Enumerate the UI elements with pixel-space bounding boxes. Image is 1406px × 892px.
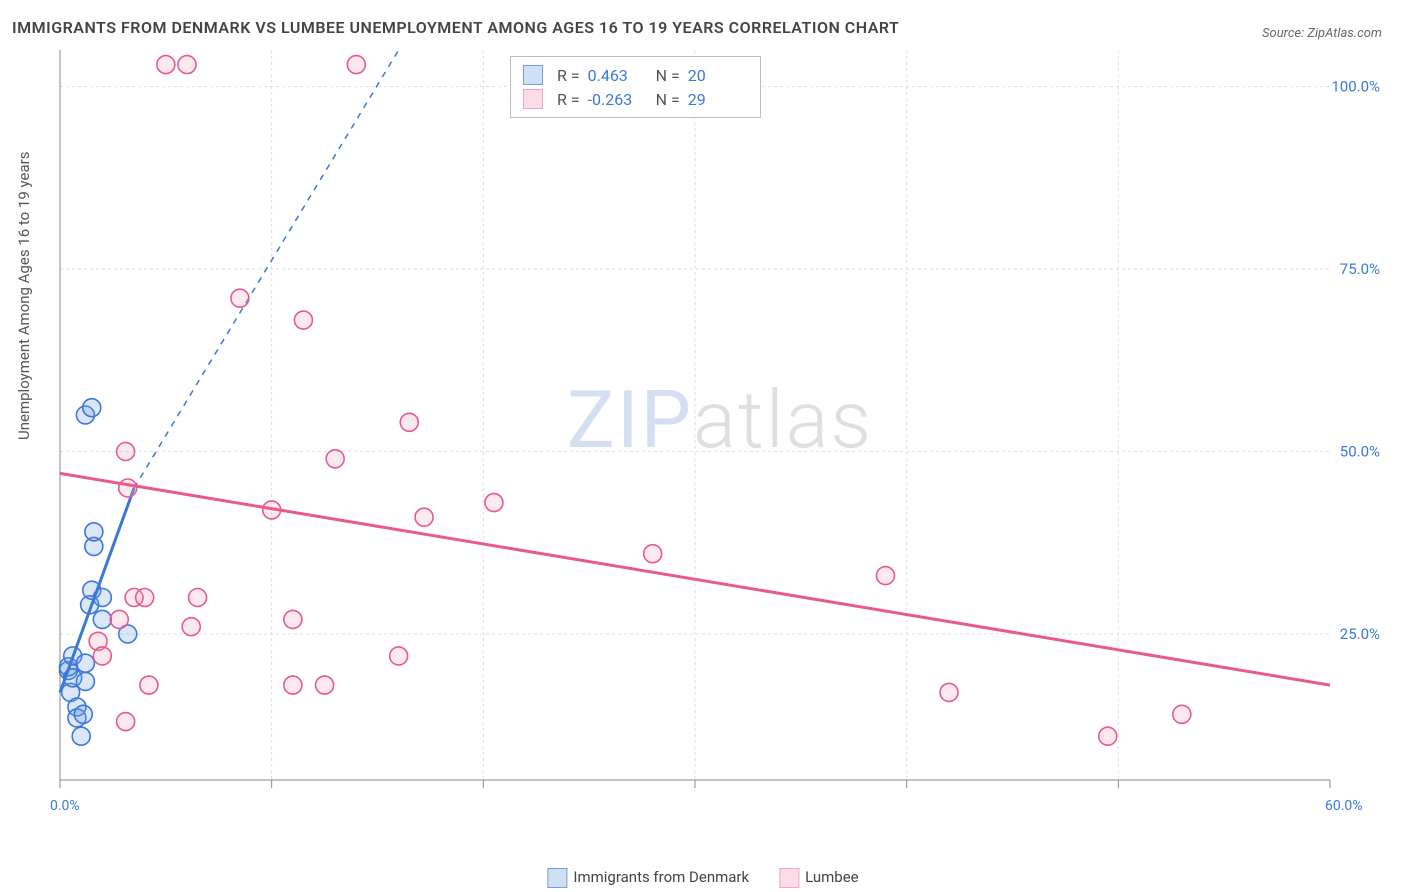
series-legend-item: Immigrants from Denmark — [547, 868, 749, 888]
correlation-legend: R = 0.463 N = 20 R = -0.263 N = 29 — [510, 56, 761, 118]
r-value: -0.263 — [588, 90, 648, 109]
series-legend-item: Lumbee — [779, 868, 859, 888]
x-axis-min-label: 0.0% — [50, 798, 80, 814]
svg-text:75.0%: 75.0% — [1340, 260, 1380, 278]
correlation-legend-row: R = -0.263 N = 29 — [523, 87, 748, 111]
legend-swatch — [523, 65, 543, 85]
correlation-legend-row: R = 0.463 N = 20 — [523, 63, 748, 87]
r-value: 0.463 — [588, 66, 648, 85]
svg-text:25.0%: 25.0% — [1340, 625, 1380, 643]
svg-text:50.0%: 50.0% — [1340, 443, 1380, 461]
chart-source: Source: ZipAtlas.com — [1262, 26, 1382, 41]
svg-text:100.0%: 100.0% — [1331, 78, 1380, 96]
chart-plot-area: 25.0%50.0%75.0%100.0% ZIPatlas R =0.463N… — [50, 50, 1390, 820]
legend-swatch — [523, 89, 543, 109]
series-legend-label: Immigrants from Denmark — [573, 868, 749, 886]
series-legend-label: Lumbee — [805, 868, 859, 886]
r-label: R = — [557, 90, 580, 109]
chart-svg: 25.0% 50.0% 75.0% 100.0% — [50, 50, 1390, 820]
chart-title: IMMIGRANTS FROM DENMARK VS LUMBEE UNEMPL… — [12, 18, 899, 37]
r-label: R = — [557, 66, 580, 85]
n-value: 20 — [688, 66, 748, 85]
legend-swatch — [779, 868, 799, 888]
n-label: N = — [656, 90, 680, 109]
series-legend: Immigrants from Denmark Lumbee — [547, 868, 858, 888]
legend-swatch — [547, 868, 567, 888]
n-value: 29 — [688, 90, 748, 109]
x-axis-max-label: 60.0% — [1325, 798, 1363, 814]
y-axis-label: Unemployment Among Ages 16 to 19 years — [15, 152, 33, 440]
n-label: N = — [656, 66, 680, 85]
